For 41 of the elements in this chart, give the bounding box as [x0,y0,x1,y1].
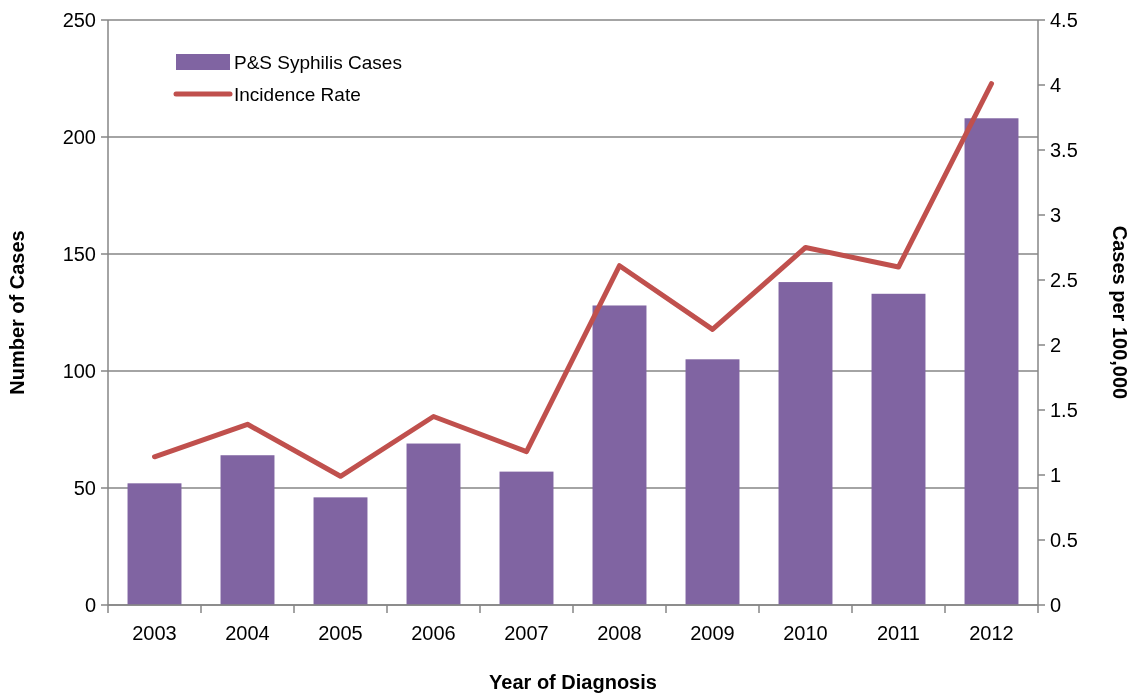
y-tick-label: 0 [84,594,96,616]
x-tick-label: 2003 [132,622,177,644]
bar [499,471,554,605]
x-tick-label: 2004 [225,622,270,644]
x-tick-label: 2005 [318,622,363,644]
legend-label: P&S Syphilis Cases [234,51,402,73]
bar [406,443,461,605]
bar [964,118,1019,605]
x-tick-label: 2009 [690,622,735,644]
legend-label: Incidence Rate [234,83,361,105]
x-tick-label: 2006 [411,622,456,644]
bar [127,483,182,605]
bar [592,305,647,605]
y2-tick-label: 3 [1050,204,1062,226]
bar [778,282,833,605]
x-axis-title: Year of Diagnosis [489,671,657,693]
bar [220,455,275,605]
x-tick-label: 2012 [969,622,1014,644]
bar [313,497,368,605]
x-tick-label: 2010 [783,622,828,644]
y-tick-label: 150 [62,243,96,265]
y-axis-title: Number of Cases [6,230,28,395]
x-tick-label: 2008 [597,622,642,644]
x-tick-label: 2007 [504,622,549,644]
x-tick-label: 2011 [876,622,921,644]
y2-axis-title: Cases per 100,000 [1109,225,1131,400]
y2-tick-label: 2.5 [1050,269,1078,291]
y2-tick-label: 3.5 [1050,139,1078,161]
y2-tick-label: 1 [1050,464,1062,486]
y-tick-label: 50 [73,477,96,499]
y2-tick-label: 4.5 [1050,9,1078,31]
y-tick-label: 100 [62,360,96,382]
bar [871,293,926,605]
y2-tick-label: 0.5 [1050,529,1078,551]
y2-tick-label: 4 [1050,74,1062,96]
y-tick-label: 200 [62,126,96,148]
y2-tick-label: 1.5 [1050,399,1078,421]
y-tick-label: 250 [62,9,96,31]
bar [685,359,740,605]
y2-tick-label: 2 [1050,334,1062,356]
y2-tick-label: 0 [1050,594,1062,616]
